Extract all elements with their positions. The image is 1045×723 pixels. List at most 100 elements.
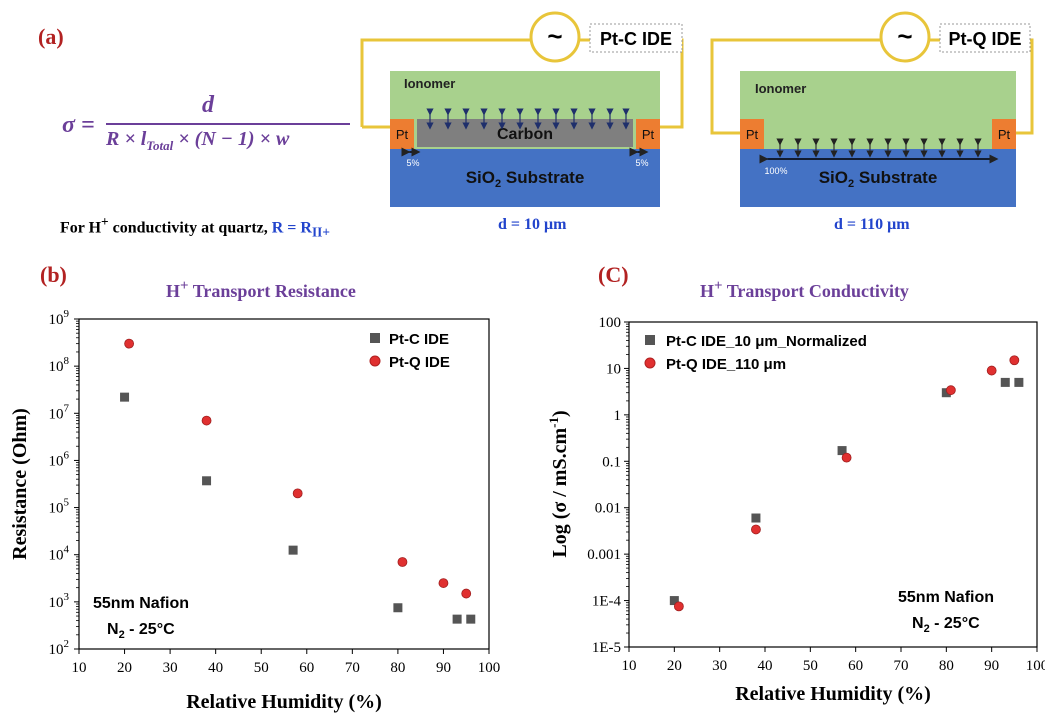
substrate-layer — [390, 149, 660, 207]
chart-c-point-s1 — [941, 388, 951, 398]
chart-c-xlabel: Relative Humidity (%) — [735, 683, 931, 705]
formula-denominator: R × lTotal × (N − 1) × w — [106, 128, 290, 153]
ac-source-icon-2 — [879, 11, 931, 63]
chart-b-legend: Pt-C IDE Pt-Q IDE — [369, 331, 450, 371]
chart-b-ylabel: Resistance (Ohm) — [9, 408, 31, 560]
chart-b-point-s2 — [124, 338, 135, 349]
chart-b-xtick-label: 60 — [299, 660, 314, 676]
chart-c-ytick-label: 1 — [614, 408, 622, 424]
chart-b-ytick-label: 105 — [49, 497, 70, 517]
chart-b-frame — [78, 318, 490, 650]
chart-c-xtick-label: 60 — [848, 658, 863, 674]
chart-c-ytick-label: 0.001 — [587, 547, 621, 563]
chart-c-xtick-label: 100 — [1026, 658, 1045, 674]
carbon-layer — [417, 119, 633, 147]
chart-b-xtick-label: 100 — [478, 660, 501, 676]
chart-b-point-s1 — [120, 392, 130, 402]
chart-b-xtick-label: 80 — [390, 660, 405, 676]
svg-text:Pt: Pt — [642, 127, 655, 142]
chart-c-ytick-label: 100 — [599, 315, 622, 331]
chart-b-point-s1 — [466, 614, 476, 624]
chart-b-point-s2 — [397, 557, 408, 567]
chart-b-xtick-label: 70 — [345, 660, 360, 676]
chart-c-ticks: 10 20 30 40 50 60 70 80 90 100 1E-5 1E-4 0.001 0.01 0.… — [587, 315, 1045, 674]
chart-c-xtick-label: 40 — [758, 658, 773, 674]
chart-c-xtick-label: 10 — [622, 658, 637, 674]
legend-b-series-2: Pt-Q IDE — [389, 354, 450, 371]
svg-text:100%: 100% — [764, 166, 787, 176]
wire-right-a — [710, 38, 880, 135]
chart-b-ytick-label: 102 — [49, 638, 70, 658]
chart-c-point-s1 — [669, 596, 679, 606]
pt-q-source-label: Pt-Q IDE — [948, 29, 1021, 49]
chart-b-xtick-label: 10 — [72, 660, 87, 676]
chart-b-point-s1 — [452, 614, 462, 624]
chart-b-ticks: 10 20 30 40 50 60 70 80 90 100 102 103 104 105 106 107 1… — [49, 308, 501, 676]
chart-c-point-s2 — [751, 524, 761, 535]
legend-c-square-icon — [645, 335, 655, 345]
d-left-label: d = 10 μm — [498, 216, 567, 233]
chart-c-xtick-label: 20 — [667, 658, 682, 674]
chart-b-xtick-label: 40 — [208, 660, 223, 676]
legend-c-series-1: Pt-C IDE_10 μm_Normalized — [666, 333, 867, 350]
svg-text:~: ~ — [547, 21, 562, 51]
legend-c-circle-icon — [644, 357, 656, 369]
pt-electrode-left-2 — [740, 119, 764, 149]
chart-b-ytick-label: 104 — [49, 544, 70, 564]
chart-c-point-s1 — [1000, 377, 1010, 387]
chart-c-xtick-label: 50 — [803, 658, 818, 674]
ionomer-label-2: Ionomer — [755, 81, 806, 96]
carbon-label: Carbon — [497, 126, 553, 143]
chart-b-points — [120, 338, 476, 624]
chart-b-title: H+ Transport Resistance — [166, 278, 356, 301]
chart-c-point-s1 — [837, 446, 847, 456]
ionomer-label: Ionomer — [404, 76, 455, 91]
chart-b-ytick-label: 106 — [49, 449, 70, 469]
chart-b-xtick-label: 30 — [163, 660, 178, 676]
ac-source-icon — [529, 11, 581, 63]
chart-c-xtick-label: 70 — [894, 658, 909, 674]
chart-c-point-s2 — [986, 365, 997, 376]
formula-fraction-bar — [106, 123, 350, 125]
chart-b-xtick-label: 50 — [254, 660, 269, 676]
chart-c-title: H+ Transport Conductivity — [700, 278, 909, 301]
substrate-label: SiO2 Substrate — [466, 168, 585, 190]
chart-c-ytick-label: 1E-5 — [592, 640, 621, 656]
chart-b-xtick-label: 20 — [117, 660, 132, 676]
wire-left-a — [360, 38, 530, 127]
chart-b-point-s2 — [292, 488, 303, 499]
chart-c-ytick-label: 0.1 — [602, 454, 621, 470]
chart-b: 10 20 30 40 50 60 70 80 90 100 102 103 104 105 106 107 1… — [9, 308, 501, 713]
chart-b-point-s2 — [461, 588, 472, 599]
chart-c: 10 20 30 40 50 60 70 80 90 100 1E-5 1E-4 0.001 0.01 0.… — [546, 315, 1045, 705]
chart-c-point-s1 — [1014, 377, 1024, 387]
chart-b-point-s1 — [288, 545, 298, 555]
conductivity-formula: σ = d R × lTotal × (N − 1) × w — [62, 92, 362, 162]
chart-c-ytick-label: 1E-4 — [592, 594, 622, 610]
svg-text:Pt: Pt — [998, 127, 1011, 142]
chart-c-point-s2 — [673, 601, 684, 612]
chart-b-point-s1 — [202, 476, 212, 486]
formula-lhs: σ = — [62, 112, 95, 138]
pt-c-source-label: Pt-C IDE — [600, 29, 672, 49]
pt-electrode-right-2 — [992, 119, 1016, 149]
svg-text:~: ~ — [897, 21, 912, 51]
svg-text:5%: 5% — [406, 158, 419, 168]
pt-electrode-left — [390, 119, 414, 149]
quartz-note: For H+ conductivity at quartz, R = RII+ — [60, 214, 330, 240]
chart-c-ylabel: Log (σ / mS.cm-1) — [546, 410, 571, 557]
chart-c-legend: Pt-C IDE_10 μm_Normalized Pt-Q IDE_110 μ… — [644, 333, 867, 373]
chart-b-point-s2 — [438, 578, 449, 588]
formula-numerator: d — [202, 92, 214, 118]
chart-c-points — [669, 355, 1024, 612]
chart-c-ytick-label: 0.01 — [595, 501, 621, 517]
pt-c-ide-device: ~ Pt-C IDE Ionomer SiO2 Substrate Pt Pt … — [360, 11, 684, 207]
chart-c-point-s1 — [751, 513, 761, 523]
chart-b-ytick-label: 107 — [49, 402, 70, 422]
chart-b-ytick-label: 109 — [49, 308, 70, 328]
chart-c-frame — [628, 321, 1038, 648]
pt-q-ide-device: ~ Pt-Q IDE Ionomer SiO2 Substrate Pt Pt … — [710, 11, 1034, 207]
legend-b-series-1: Pt-C IDE — [389, 331, 449, 348]
chart-b-annot-2: N2 - 25°C — [107, 621, 175, 641]
chart-c-annot-1: 55nm Nafion — [898, 589, 994, 606]
